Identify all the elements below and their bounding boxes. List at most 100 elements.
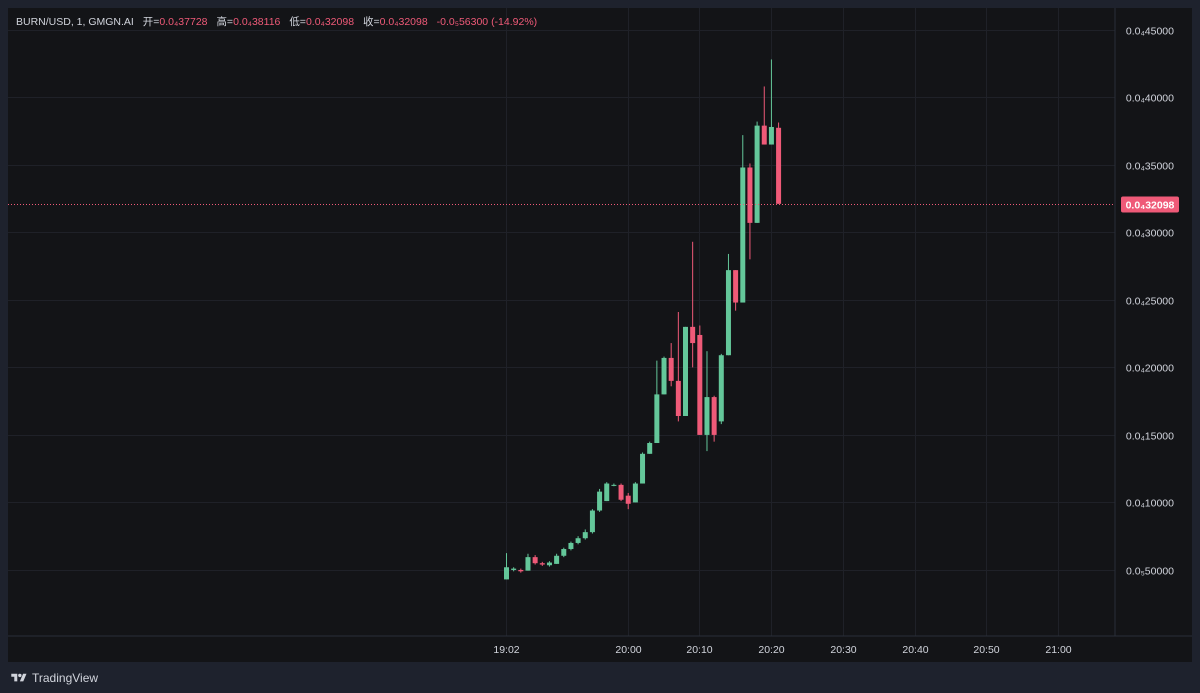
candle[interactable] [647, 441, 653, 454]
close-label: 收= [362, 16, 380, 28]
candle[interactable] [554, 553, 560, 564]
last-price-tag: 0.0₄32098 [1121, 196, 1179, 213]
candle-body [661, 357, 667, 395]
candle-body [640, 453, 646, 484]
tradingview-logo-icon[interactable] [10, 672, 28, 684]
candle-body [718, 355, 724, 422]
low-label: 低= [289, 16, 306, 28]
candle[interactable] [575, 536, 581, 545]
candle-body [582, 532, 588, 539]
price-axis[interactable]: 0.0₅50000 0.0₄10000 0.0₄15000 0.0₄20000 0.0₄… [1126, 26, 1174, 578]
time-tick-label: 20:40 [902, 644, 928, 656]
candle-body [525, 557, 531, 571]
candle[interactable] [640, 452, 646, 484]
candle[interactable] [568, 541, 574, 551]
candle[interactable] [625, 492, 631, 510]
candle[interactable] [668, 343, 674, 387]
candle-body [632, 483, 638, 503]
price-tick-label: 0.0₄45000 [1126, 26, 1174, 38]
candle[interactable] [525, 553, 531, 571]
price-tick-label: 0.0₄40000 [1126, 93, 1174, 105]
candle[interactable] [504, 553, 509, 580]
grid-lines [8, 8, 1115, 636]
candle[interactable] [582, 529, 588, 540]
candle[interactable] [690, 241, 696, 368]
candle[interactable] [611, 483, 617, 487]
candle-body [725, 270, 731, 356]
candle[interactable] [539, 561, 545, 566]
candle[interactable] [518, 568, 524, 573]
candle[interactable] [511, 567, 517, 572]
candle[interactable] [683, 326, 688, 416]
tradingview-brand[interactable]: TradingView [32, 671, 99, 685]
candle-body [654, 394, 660, 444]
candle[interactable] [754, 121, 760, 223]
candle[interactable] [604, 482, 610, 502]
candle-body [575, 538, 581, 543]
candle-body [704, 397, 710, 435]
candle[interactable] [618, 483, 624, 502]
time-axis[interactable]: 19:02 20:00 20:10 20:20 20:30 20:40 20:50 21:00 [493, 644, 1071, 656]
candle[interactable] [768, 59, 774, 145]
candle-body [683, 326, 688, 416]
candle-body [511, 568, 517, 570]
open-label: 开= [142, 16, 160, 28]
candle-body [647, 443, 653, 454]
close-value: 0.0₄32098 [379, 16, 428, 28]
candle-body [518, 569, 524, 572]
high-label: 高= [216, 16, 234, 28]
price-tick-label: 0.0₄15000 [1126, 431, 1174, 443]
time-tick-label: 20:50 [973, 644, 999, 656]
candle-body [539, 563, 545, 565]
candle-body [697, 334, 703, 435]
candle[interactable] [733, 270, 739, 311]
candle[interactable] [740, 135, 746, 303]
time-tick-label: 19:02 [493, 644, 519, 656]
candle-body [504, 567, 509, 580]
candle[interactable] [632, 482, 638, 503]
candle-body [754, 125, 760, 223]
candle[interactable] [776, 122, 782, 204]
candle-body [625, 495, 631, 504]
low-value: 0.0₄32098 [305, 16, 355, 28]
candle[interactable] [747, 163, 753, 260]
candle-body [546, 562, 552, 566]
candle[interactable] [597, 488, 603, 512]
candle-body [740, 167, 746, 303]
candle[interactable] [704, 351, 710, 452]
time-tick-label: 20:10 [686, 644, 712, 656]
candle-body [733, 270, 739, 303]
candle-body [611, 484, 617, 486]
candle-body [747, 167, 753, 223]
candle[interactable] [725, 253, 731, 356]
candle-body [568, 542, 574, 550]
price-tick-label: 0.0₄10000 [1126, 498, 1174, 510]
candle[interactable] [661, 356, 667, 395]
candle-body [561, 549, 567, 556]
candle-body [604, 483, 610, 502]
candle[interactable] [675, 312, 681, 422]
change-value: -0.0₅56300 (-14.92%) [436, 16, 538, 28]
candle-body [618, 484, 624, 500]
candle[interactable] [697, 325, 703, 435]
candles [504, 59, 782, 580]
ohlc-legend: BURN/USD, 1, GMGN.AI 开=0.0₄37728 高=0.0₄3… [16, 14, 537, 29]
high-value: 0.0₄38116 [233, 16, 281, 28]
price-tick-label: 0.0₄35000 [1126, 161, 1174, 173]
candle-body [597, 491, 603, 511]
candle-body [532, 557, 538, 564]
candle[interactable] [761, 86, 767, 145]
candle[interactable] [711, 395, 717, 442]
candle[interactable] [589, 509, 595, 534]
symbol-label[interactable]: BURN/USD, 1, GMGN.AI [16, 16, 134, 28]
candle-body [589, 510, 595, 533]
candle[interactable] [654, 360, 660, 444]
candle-body [761, 125, 767, 145]
price-tick-label: 0.0₄25000 [1126, 296, 1174, 308]
candle[interactable] [561, 547, 567, 558]
time-tick-label: 20:00 [615, 644, 641, 656]
candle[interactable] [718, 353, 724, 425]
candle[interactable] [532, 555, 538, 565]
candle[interactable] [546, 561, 552, 567]
